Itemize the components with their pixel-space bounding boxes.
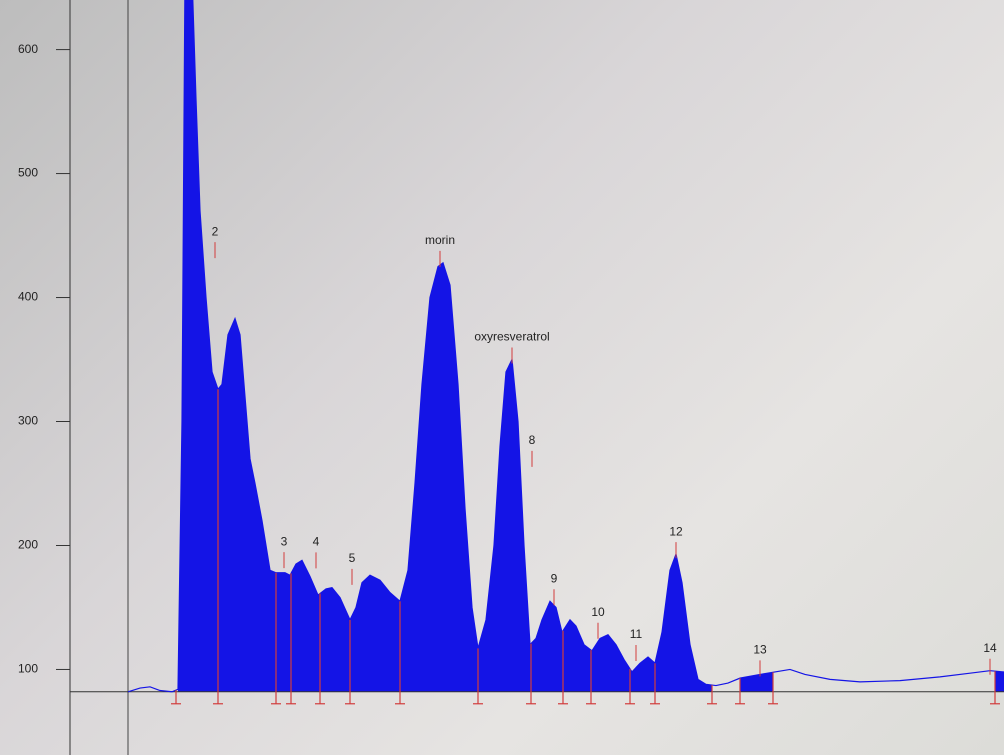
y-tick-label: 300 (18, 414, 38, 428)
peak-label: 8 (529, 433, 536, 447)
peak-label: 5 (349, 551, 356, 565)
peak-area (178, 0, 712, 692)
chart: 100 200 300 400 500 600 2 3 4 5 morin oxyresveratro… (0, 0, 1004, 755)
peak-label: morin (425, 233, 455, 247)
peak-label: oxyresveratrol (474, 330, 549, 344)
peak-label: 3 (281, 534, 288, 548)
page: 100 200 300 400 500 600 2 3 4 5 morin oxyresveratro… (0, 0, 1004, 755)
peak-label: 9 (551, 571, 558, 585)
peak-label: 13 (753, 643, 767, 657)
y-tick-label: 500 (18, 166, 38, 180)
y-tick-label: 100 (18, 662, 38, 676)
y-tick-label: 600 (18, 42, 38, 56)
peak-label: 11 (630, 627, 643, 641)
peak-label: 14 (983, 641, 997, 655)
peak-label: 2 (212, 224, 219, 238)
y-tick-label: 200 (18, 538, 38, 552)
peak-label: 10 (591, 605, 605, 619)
y-tick-label: 400 (18, 290, 38, 304)
peak-label: 4 (313, 535, 320, 549)
peak-area (995, 671, 1004, 692)
peak-label: 12 (669, 524, 683, 538)
